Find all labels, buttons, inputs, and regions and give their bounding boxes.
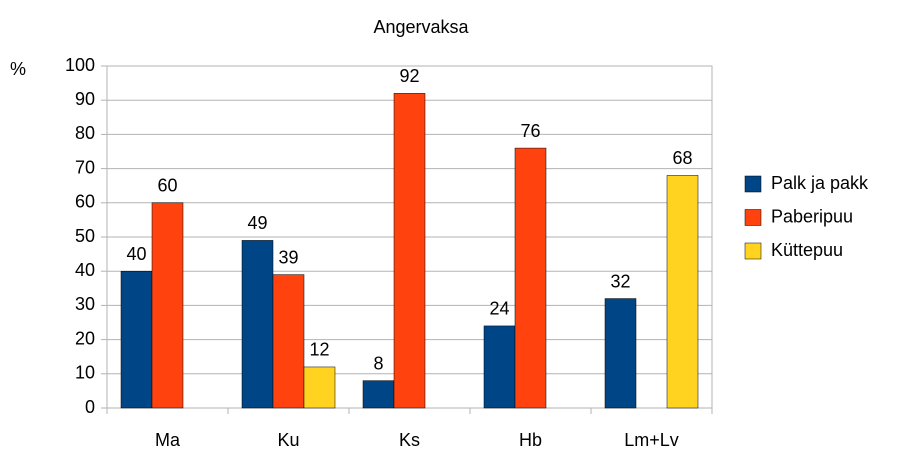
bar [151, 202, 184, 409]
legend-swatch [744, 175, 762, 193]
data-label: 40 [126, 244, 146, 264]
data-label: 12 [309, 340, 329, 360]
y-tick-label: 20 [75, 328, 95, 348]
legend-label: Küttepuu [771, 240, 843, 260]
legend-swatch [744, 209, 762, 226]
data-label: 39 [278, 247, 298, 267]
y-tick-label: 70 [75, 157, 95, 177]
legend-label: Palk ja pakk [771, 173, 869, 193]
data-label: 8 [373, 353, 383, 373]
bar [362, 380, 395, 409]
y-axis-label: % [10, 59, 26, 79]
x-tick-label: Lm+Lv [624, 430, 679, 450]
bar [604, 298, 637, 409]
legend-label: Paberipuu [771, 206, 853, 226]
bar [272, 274, 305, 409]
bar [303, 366, 336, 409]
y-tick-label: 40 [75, 260, 95, 280]
data-label: 92 [399, 66, 419, 86]
bar [483, 325, 516, 409]
data-label: 32 [610, 271, 630, 291]
bar [393, 93, 426, 409]
x-tick-label: Ks [399, 430, 420, 450]
legend-swatch [744, 242, 762, 260]
y-tick-label: 100 [65, 55, 95, 75]
chart-title: Angervaksa [373, 17, 469, 37]
data-label: 49 [247, 213, 267, 233]
y-tick-label: 10 [75, 363, 95, 383]
y-tick-label: 30 [75, 294, 95, 314]
bar [666, 175, 699, 409]
y-tick-label: 50 [75, 226, 95, 246]
x-tick-label: Ma [155, 430, 181, 450]
bar [241, 240, 274, 409]
data-label: 68 [672, 148, 692, 168]
data-label: 76 [520, 121, 540, 141]
y-tick-label: 80 [75, 123, 95, 143]
x-tick-label: Ku [277, 430, 299, 450]
x-tick-label: Hb [519, 430, 542, 450]
y-tick-label: 0 [85, 397, 95, 417]
y-tick-label: 90 [75, 89, 95, 109]
data-label: 60 [157, 176, 177, 196]
data-label: 24 [489, 299, 509, 319]
y-tick-label: 60 [75, 192, 95, 212]
bar [514, 147, 547, 409]
bar [120, 270, 153, 409]
